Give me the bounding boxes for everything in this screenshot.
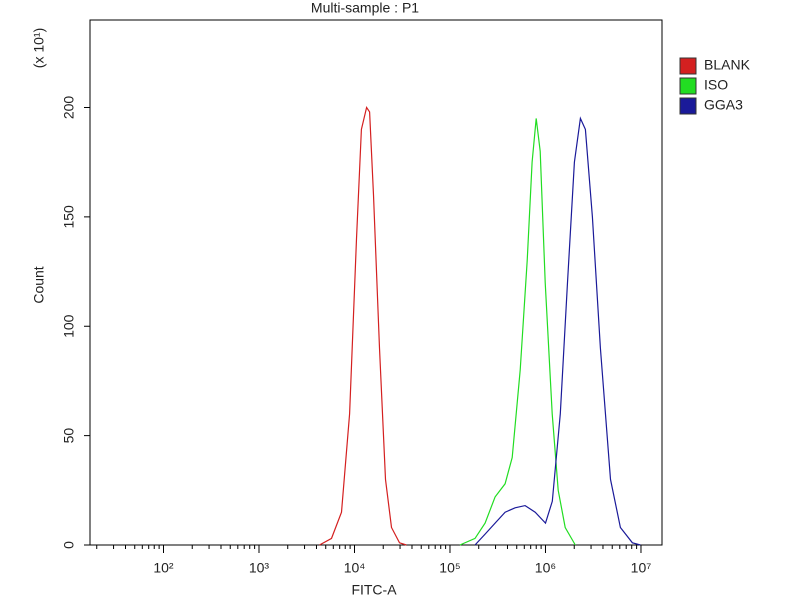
- legend-swatch: [679, 97, 697, 115]
- x-tick-label: 10²: [153, 560, 174, 576]
- y-multiplier: (x 10¹): [31, 28, 47, 68]
- legend-label: GGA3: [704, 97, 743, 113]
- y-tick-label: 200: [61, 96, 77, 120]
- x-tick-label: 10⁷: [631, 560, 652, 576]
- y-tick-label: 0: [61, 541, 77, 549]
- x-tick-label: 10⁴: [344, 560, 366, 576]
- legend-swatch: [679, 57, 697, 75]
- legend-label: BLANK: [704, 57, 751, 73]
- chart-title: Multi-sample : P1: [311, 0, 419, 16]
- x-tick-label: 10⁶: [535, 560, 556, 576]
- histogram-line: [474, 116, 641, 546]
- x-tick-label: 10³: [249, 560, 270, 576]
- legend-swatch: [679, 77, 697, 95]
- y-axis-label: Count: [31, 266, 47, 303]
- y-tick-label: 50: [61, 428, 77, 444]
- y-tick-label: 150: [61, 205, 77, 229]
- histogram-line: [319, 106, 407, 546]
- plot-frame: [89, 19, 663, 546]
- histogram-line: [459, 118, 576, 546]
- x-axis-label: FITC-A: [351, 582, 397, 598]
- legend-label: ISO: [704, 77, 728, 93]
- x-tick-label: 10⁵: [439, 560, 460, 576]
- y-tick-label: 100: [61, 314, 77, 338]
